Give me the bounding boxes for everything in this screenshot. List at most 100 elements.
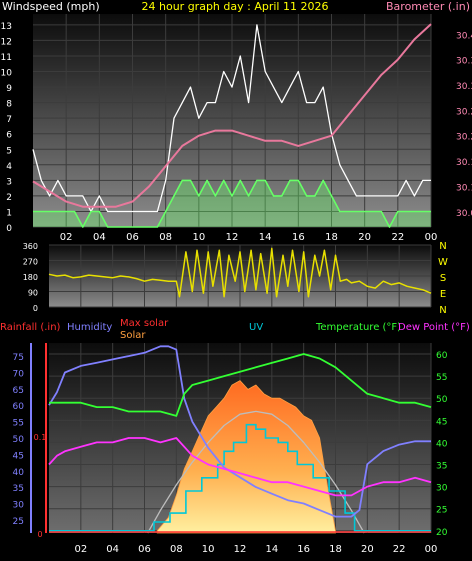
humidity-tick-label: 75	[13, 353, 24, 363]
barometer-tick-label: 30.15	[456, 158, 472, 168]
wind-x-tick-label: 14	[259, 232, 272, 243]
bottom-x-tick-label: 16	[297, 544, 310, 555]
humidity-tick-label: 70	[13, 369, 25, 379]
wind-tick-label: 1	[6, 208, 12, 218]
wind-x-tick-label: 20	[358, 232, 371, 243]
wind-tick-label: 4	[6, 162, 12, 172]
wind-tick-label: 2	[6, 193, 12, 203]
humidity-tick-label: 25	[13, 517, 24, 527]
wind-x-tick-label: 06	[126, 232, 139, 243]
wind-tick-label: 6	[6, 131, 12, 141]
legend-temperature: Temperature (°F)	[315, 322, 401, 333]
barometer-tick-label: 30.05	[456, 209, 472, 219]
temperature-tick-label: 50	[436, 395, 448, 405]
humidity-series	[48, 345, 431, 518]
wind-tick-label: 12	[1, 37, 12, 47]
direction-tick-label: 360	[23, 242, 38, 251]
wind-average-series	[33, 179, 431, 228]
wind-x-tick-label: 18	[325, 232, 338, 243]
bottom-x-tick-label: 10	[202, 544, 215, 555]
humidity-tick-label: 45	[13, 451, 24, 461]
temperature-tick-label: 20	[436, 528, 448, 538]
dew-point-series	[48, 437, 432, 497]
barometer-tick-label: 30.25	[456, 107, 472, 117]
legend-dew-point: Dew Point (°F)	[398, 322, 470, 333]
bottom-x-tick-label: 12	[234, 544, 247, 555]
barometer-axis-label: Barometer (.in)	[386, 0, 470, 13]
wind-direction-series	[48, 247, 432, 298]
barometer-tick-label: 30.3	[456, 82, 472, 92]
bottom-x-tick-label: 14	[265, 544, 278, 555]
barometer-tick-label: 30.2	[456, 133, 472, 143]
wind-x-tick-label: 12	[226, 232, 239, 243]
humidity-tick-label: 30	[13, 501, 25, 511]
temperature-tick-label: 30	[436, 484, 448, 494]
humidity-tick-label: 55	[13, 419, 24, 429]
direction-tick-label: 270	[23, 258, 38, 267]
barometer-tick-label: 30.1	[456, 183, 472, 193]
temperature-tick-label: 25	[436, 506, 447, 516]
legend-rainfall: Rainfall (.in)	[0, 322, 61, 333]
wind-x-tick-label: 08	[159, 232, 172, 243]
wind-tick-label: 9	[6, 84, 12, 94]
wind-x-tick-label: 16	[292, 232, 305, 243]
wind-tick-label: 13	[1, 22, 12, 32]
compass-label: N	[439, 305, 446, 316]
bottom-x-tick-label: 18	[329, 544, 342, 555]
humidity-tick-label: 60	[13, 402, 25, 412]
direction-tick-label: 0	[33, 304, 38, 313]
barometer-tick-label: 30.4	[456, 31, 472, 41]
temperature-tick-label: 60	[436, 351, 448, 361]
temperature-tick-label: 45	[436, 417, 447, 427]
wind-axis-label: Windspeed (mph)	[2, 0, 100, 13]
wind-tick-label: 8	[6, 100, 12, 110]
humidity-tick-label: 50	[13, 435, 25, 445]
temperature-tick-label: 55	[436, 373, 447, 383]
legend-humidity: Humidity	[67, 322, 112, 333]
temperature-series	[49, 353, 432, 417]
rain-tick-label: 0	[37, 530, 42, 539]
wind-x-tick-label: 22	[391, 232, 404, 243]
direction-tick-label: 180	[23, 273, 38, 282]
legend-uv: UV	[249, 322, 263, 333]
wind-tick-label: 3	[6, 177, 12, 187]
humidity-tick-label: 35	[13, 484, 24, 494]
compass-label: S	[440, 273, 446, 284]
compass-label: E	[440, 289, 446, 300]
max-solar-curve	[147, 410, 365, 534]
barometer-series	[32, 23, 432, 208]
barometer-tick-label: 30.35	[456, 57, 472, 67]
legend-solar: Solar	[120, 330, 146, 341]
wind-x-tick-label: 10	[192, 232, 205, 243]
compass-label: N	[439, 241, 446, 252]
direction-tick-label: 90	[28, 289, 38, 298]
rain-tick-label: 0.1	[34, 433, 47, 442]
bottom-x-tick-label: 00	[425, 544, 438, 555]
bottom-x-tick-label: 20	[361, 544, 374, 555]
wind-x-tick-label: 00	[425, 232, 438, 243]
solar-area	[156, 380, 336, 534]
wind-tick-label: 7	[6, 115, 12, 125]
wind-tick-label: 5	[6, 146, 12, 156]
wind-gust-series	[32, 24, 431, 213]
bottom-x-tick-label: 22	[393, 544, 406, 555]
compass-label: W	[438, 257, 448, 268]
wind-x-tick-label: 04	[93, 232, 106, 243]
bottom-x-tick-label: 04	[106, 544, 119, 555]
wind-x-tick-label: 02	[60, 232, 73, 243]
legend-max-solar: Max solar	[120, 318, 169, 329]
wind-tick-label: 10	[1, 69, 13, 79]
temperature-tick-label: 35	[436, 462, 447, 472]
humidity-tick-label: 40	[13, 468, 25, 478]
wind-tick-label: 0	[6, 224, 12, 234]
humidity-tick-label: 65	[13, 386, 24, 396]
bottom-x-tick-label: 08	[170, 544, 183, 555]
chart-title: 24 hour graph day : April 11 2026	[142, 0, 329, 13]
bottom-x-tick-label: 02	[74, 544, 87, 555]
wind-tick-label: 11	[1, 53, 12, 63]
uv-series	[49, 423, 431, 532]
wind-average-area	[33, 180, 431, 227]
bottom-x-tick-label: 06	[138, 544, 151, 555]
temperature-tick-label: 40	[436, 439, 448, 449]
